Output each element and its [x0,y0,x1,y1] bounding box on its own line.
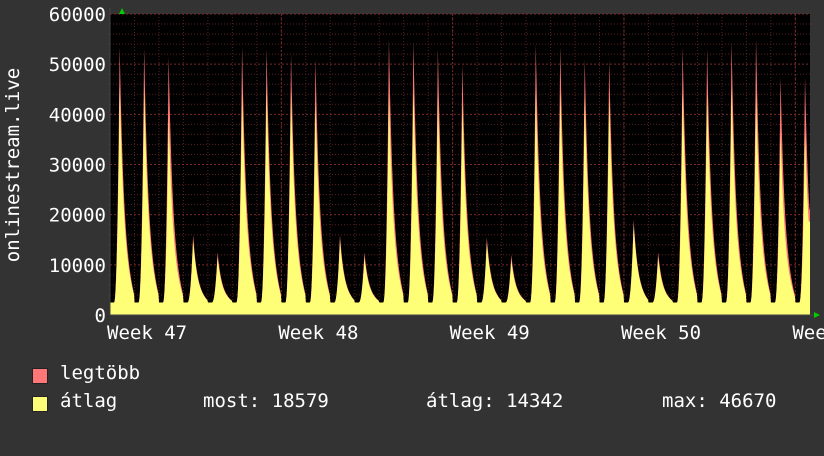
stat-now: most: 18579 [203,390,329,412]
y-tick-label: 60000 [49,4,106,26]
legend-item-max: legtöbb [32,362,140,428]
y-tick-label: 40000 [49,104,106,126]
y-tick-label: 50000 [49,54,106,76]
y-axis-arrow [119,8,125,14]
y-axis-label: onlinestream.live [2,68,24,262]
y-tick-label: 0 [95,305,106,327]
legend-label-max: legtöbb [60,362,141,384]
y-tick-label: 10000 [49,255,106,277]
x-tick-label: Week 49 [450,322,530,344]
legend-label-avg: átlag [60,390,118,412]
max-swatch [32,368,48,384]
x-tick-label: Week 48 [278,322,358,344]
stat-avg: átlag: 14342 [426,390,564,412]
series-avg-area [110,84,810,315]
x-tick-label: Week 47 [107,322,187,344]
avg-swatch [32,396,48,412]
chart: 0 10000 20000 30000 40000 50000 60000 Week 47 We… [2,4,824,344]
legend-item-avg: átlag [32,390,117,456]
y-tick-label: 20000 [49,205,106,227]
x-tick-label: Week 51 [792,322,824,344]
y-tick-label: 30000 [49,155,106,177]
x-tick-label: Week 50 [621,322,701,344]
x-axis-arrow [814,312,820,318]
stat-max: max: 46670 [662,390,777,412]
